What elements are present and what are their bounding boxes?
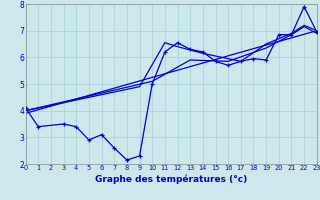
X-axis label: Graphe des températures (°c): Graphe des températures (°c): [95, 174, 247, 184]
